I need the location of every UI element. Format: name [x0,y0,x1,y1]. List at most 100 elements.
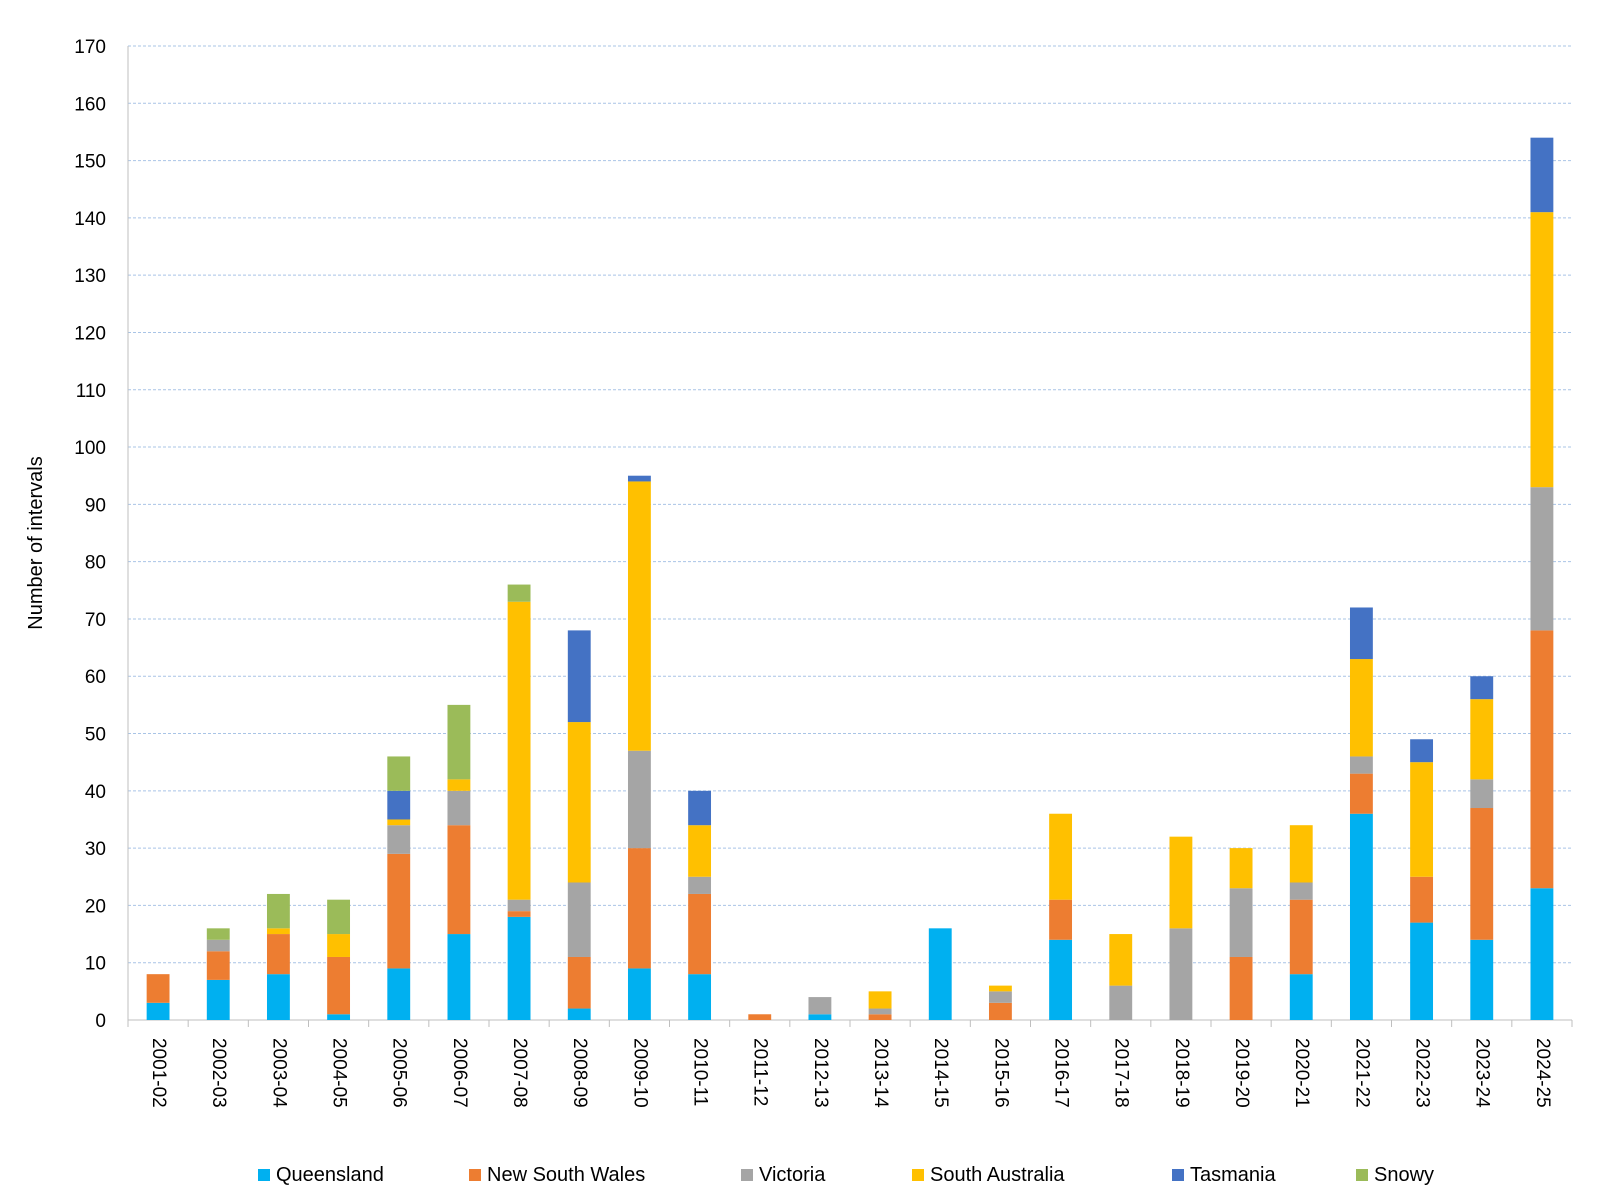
bar-segment [327,1014,351,1020]
legend-swatch [912,1169,924,1181]
x-tick-label: 2004-05 [329,1038,350,1108]
bar-segment [507,899,531,912]
x-tick-label: 2007-08 [509,1038,530,1108]
bar-segment [327,934,351,957]
bar-segment [868,1014,892,1020]
bar-segment [1530,888,1554,1020]
x-tick-label: 2019-20 [1231,1038,1252,1108]
bar-segment [447,934,471,1020]
x-tick-label: 2020-21 [1291,1038,1312,1108]
bar-segment [567,722,591,883]
bar-segment [1530,630,1554,889]
bar-segment [928,928,952,1020]
y-tick-label: 0 [95,1011,106,1032]
x-tick-label: 2013-14 [870,1038,891,1108]
bar-segment [1169,836,1193,929]
bar-segment [1109,985,1133,1020]
bar-segment [627,848,651,969]
bar-segment [627,968,651,1020]
x-tick-label: 2001-02 [148,1038,169,1108]
y-tick-label: 80 [85,553,106,574]
bar-segment [1410,762,1434,877]
bar-segment [627,481,651,751]
bar-segment [1470,676,1494,700]
bar-segment [1289,899,1313,975]
bar-segment [1530,487,1554,631]
bar-segment [1349,773,1373,814]
bar-segment [266,974,290,1020]
bar-segment [1349,756,1373,774]
bar-segment [1049,939,1073,1020]
x-tick-label: 2015-16 [990,1038,1011,1108]
bar-segment [868,1008,892,1015]
bar-segment [1169,928,1193,1020]
x-tick-label: 2005-06 [389,1038,410,1108]
bar-segment [1289,825,1313,883]
bar-segment [1530,137,1554,213]
bar-segment [266,934,290,975]
bar-segment [988,985,1012,992]
y-tick-label: 50 [85,725,106,746]
bar-segment [748,1014,772,1020]
bar-segment [387,853,411,969]
x-tick-label: 2017-18 [1111,1038,1132,1108]
y-tick-label: 40 [85,782,106,803]
x-tick-label: 2002-03 [208,1038,229,1108]
bar-segment [507,911,531,917]
bar-segment [1109,934,1133,986]
bar-segment [387,756,411,791]
legend-swatch [1356,1169,1368,1181]
bar-segment [1289,974,1313,1020]
gridlines [128,45,1572,964]
bar-segment [567,956,591,1009]
bar-segment [1049,813,1073,900]
x-tick-label: 2003-04 [268,1038,289,1108]
bar-segment [146,974,170,1003]
bars [146,137,1554,1020]
bar-segment [266,928,290,935]
bar-segment [447,704,471,780]
bar-segment [206,951,230,980]
bar-segment [1470,808,1494,940]
bar-segment [266,893,290,929]
bar-segment [206,928,230,940]
bar-segment [627,750,651,849]
y-tick-label: 10 [85,954,106,975]
y-tick-label: 110 [76,381,106,402]
bar-segment [567,1008,591,1020]
bar-segment [1470,699,1494,780]
y-tick-labels: 0 10 20 30 40 50 60 70 80 90 100 110 120 130 140 150 160… [74,37,106,1032]
x-tick-label: 2014-15 [930,1038,951,1108]
bar-segment [507,916,531,1020]
axes [127,46,1573,1027]
bar-segment [447,790,471,826]
legend-label: Snowy [1374,1164,1434,1186]
bar-segment [387,790,411,820]
y-axis-title: Number of intervals [25,456,47,629]
y-tick-label: 100 [74,438,106,459]
legend-label: Victoria [759,1164,826,1186]
bar-segment [688,790,712,826]
x-tick-label: 2010-11 [690,1038,711,1106]
x-tick-label: 2021-22 [1351,1038,1372,1108]
bar-segment [567,882,591,957]
y-tick-label: 120 [74,323,106,344]
bar-segment [1229,848,1253,889]
y-tick-label: 90 [85,495,106,516]
bar-segment [1349,659,1373,757]
bar-segment [327,956,351,1015]
x-tick-label: 2018-19 [1171,1038,1192,1108]
bar-segment [808,1014,832,1020]
bar-segment [1349,813,1373,1020]
bar-segment [688,825,712,877]
x-tick-label: 2022-23 [1412,1038,1433,1108]
x-tick-label: 2024-25 [1532,1038,1553,1108]
legend-swatch [1172,1169,1184,1181]
x-tick-labels: 2001-02 2002-03 2003-04 2004-05 2005-06 2006-… [148,1038,1553,1108]
y-tick-label: 150 [74,152,106,173]
bar-segment [447,779,471,791]
legend-label: Queensland [276,1164,384,1186]
bar-segment [1289,882,1313,900]
legend-swatch [741,1169,753,1181]
